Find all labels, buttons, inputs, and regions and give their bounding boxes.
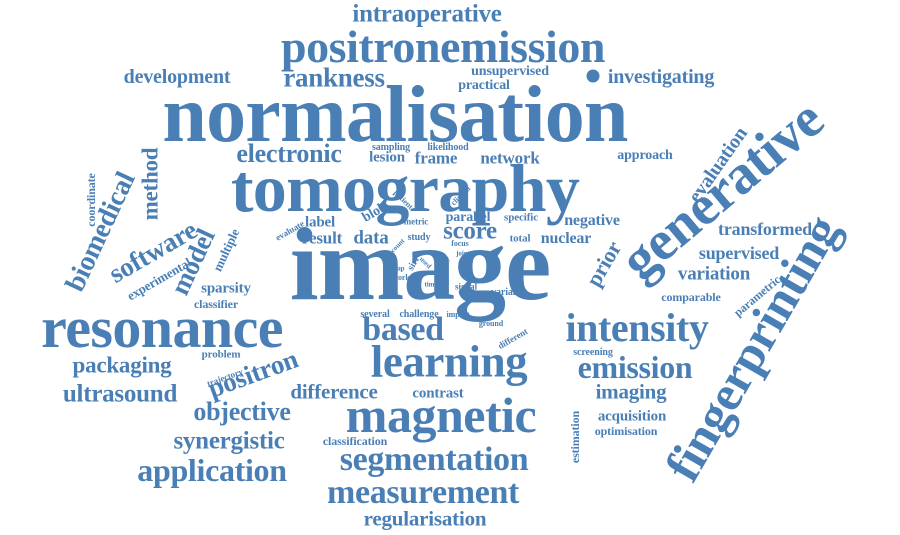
word-variation: variation xyxy=(677,263,751,285)
word-joint: joint xyxy=(456,249,470,258)
word-packaging: packaging xyxy=(72,352,172,378)
word-supervised: supervised xyxy=(698,243,780,263)
word-rankness: rankness xyxy=(283,62,385,93)
word-several: several xyxy=(360,309,390,320)
word-difference: difference xyxy=(290,379,378,404)
word-learning: learning xyxy=(370,336,528,387)
word-application: application xyxy=(137,452,287,488)
word-parallel: parallel xyxy=(445,210,491,225)
word-method: method xyxy=(137,147,163,221)
word-resonance: resonance xyxy=(41,295,283,360)
word-based: based xyxy=(362,311,444,348)
word-acquisition: acquisition xyxy=(597,408,667,425)
word-variance: variance xyxy=(491,287,527,298)
word-measurement: measurement xyxy=(326,474,520,511)
word-label: label xyxy=(304,214,336,231)
word-image: image xyxy=(289,207,552,322)
word-map: map xyxy=(391,264,405,273)
word-negative: negative xyxy=(564,212,620,229)
word-time: time xyxy=(424,280,438,289)
word-magnetic: magnetic xyxy=(345,387,537,443)
dot-marker xyxy=(586,69,600,83)
word-development: development xyxy=(123,66,231,88)
word-comparable: comparable xyxy=(661,290,721,304)
word-ultrasound: ultrasound xyxy=(62,380,178,408)
word-classification: classification xyxy=(322,434,388,448)
word-approach: approach xyxy=(617,148,673,163)
word-emission: emission xyxy=(577,349,693,385)
word-nuclear: nuclear xyxy=(540,230,592,247)
word-synergistic: synergistic xyxy=(173,427,285,455)
word-total: total xyxy=(509,232,531,245)
word-investigating: investigating xyxy=(607,66,715,88)
word-data: data xyxy=(353,227,389,249)
word-network: network xyxy=(480,148,540,168)
word-screening: screening xyxy=(573,347,613,358)
word-intraoperative: intraoperative xyxy=(352,0,502,28)
word-score: score xyxy=(443,217,497,245)
word-segmentation: segmentation xyxy=(339,441,529,478)
word-impact: impact xyxy=(446,310,470,319)
word-sampling: sampling xyxy=(371,142,411,153)
word-problem: problem xyxy=(201,348,241,361)
word-tomography: tomography xyxy=(230,150,580,226)
word-positronemission: positronemission xyxy=(280,21,606,72)
word-frame: frame xyxy=(414,148,458,168)
word-estimation: estimation xyxy=(568,410,582,464)
word-imaging: imaging xyxy=(595,379,667,404)
word-specific: specific xyxy=(504,211,538,224)
word-optimisation: optimisation xyxy=(594,424,658,438)
word-unsupervised: unsupervised xyxy=(471,64,549,79)
word-intensity: intensity xyxy=(565,305,709,350)
word-objective: objective xyxy=(193,397,291,426)
word-regularisation: regularisation xyxy=(363,506,487,531)
word-challenge: challenge xyxy=(399,309,439,320)
word-ground: ground xyxy=(478,319,504,328)
word-practical: practical xyxy=(458,78,510,93)
word-study: study xyxy=(407,232,431,243)
word-sparsity: sparsity xyxy=(201,280,251,297)
word-transformed: transformed xyxy=(718,219,812,239)
word-metric: metric xyxy=(403,216,429,227)
word-result: result xyxy=(301,228,343,248)
word-focus: focus xyxy=(451,239,469,248)
word-contrast: contrast xyxy=(412,385,464,402)
word-work: work xyxy=(392,273,410,282)
word-electronic: electronic xyxy=(236,139,342,168)
word-lesion: lesion xyxy=(369,149,405,166)
word-classifier: classifier xyxy=(193,297,239,311)
word-normalisation: normalisation xyxy=(162,71,628,159)
word-likelihood: likelihood xyxy=(427,142,469,153)
word-signal: signal xyxy=(455,281,477,292)
